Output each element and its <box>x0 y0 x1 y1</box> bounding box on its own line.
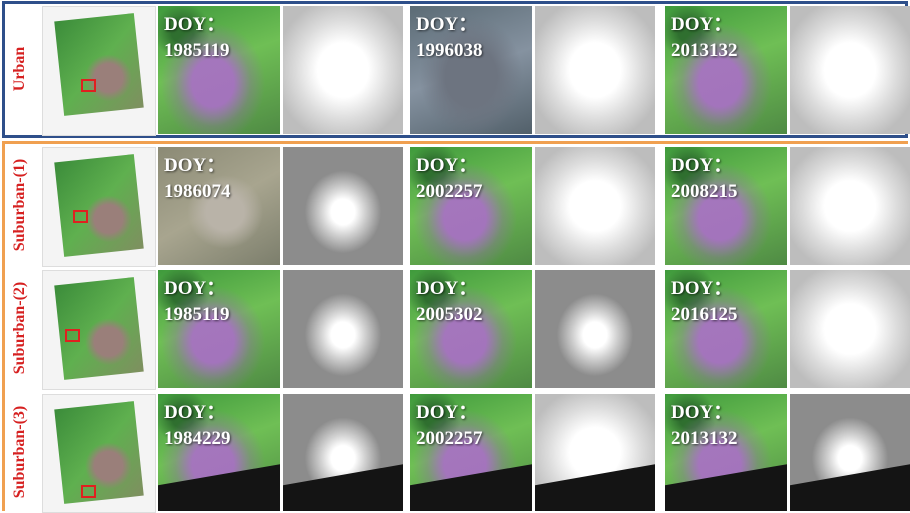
doy-label: DOY： 2013132 <box>671 12 738 64</box>
doy-label: DOY： 2008215 <box>671 153 738 205</box>
doy-prefix: DOY： <box>416 278 478 299</box>
row-label: Suburban-(1) <box>11 158 28 252</box>
overview-map <box>42 147 156 267</box>
doy-label: DOY： 1996038 <box>416 12 483 64</box>
color-image: DOY： 2013132 <box>665 6 787 134</box>
suburban-frame <box>2 141 908 511</box>
doy-label: DOY： 2013132 <box>671 400 738 452</box>
classification-map <box>283 270 403 388</box>
roi-box <box>65 329 80 342</box>
classification-map <box>790 394 910 511</box>
doy-prefix: DOY： <box>671 14 733 35</box>
doy-date: 2013132 <box>671 428 738 449</box>
doy-prefix: DOY： <box>164 402 226 423</box>
color-image: DOY： 2002257 <box>410 394 532 511</box>
doy-prefix: DOY： <box>164 155 226 176</box>
color-image: DOY： 2002257 <box>410 147 532 265</box>
color-image: DOY： 2008215 <box>665 147 787 265</box>
color-image: DOY： 1986074 <box>158 147 280 265</box>
doy-prefix: DOY： <box>671 155 733 176</box>
doy-date: 1996038 <box>416 40 483 61</box>
doy-label: DOY： 1984229 <box>164 400 231 452</box>
color-image: DOY： 2016125 <box>665 270 787 388</box>
row-label: Urban <box>11 46 28 92</box>
doy-date: 2013132 <box>671 40 738 61</box>
row-label: Suburban-(3) <box>11 405 28 498</box>
classification-map <box>790 147 910 265</box>
doy-date: 2005302 <box>416 304 483 325</box>
color-image: DOY： 2005302 <box>410 270 532 388</box>
roi-box <box>81 485 96 498</box>
doy-prefix: DOY： <box>671 402 733 423</box>
overview-scene <box>54 401 144 504</box>
color-image: DOY： 1985119 <box>158 6 280 134</box>
doy-label: DOY： 1985119 <box>164 12 229 64</box>
overview-scene <box>54 13 144 116</box>
overview-map <box>42 270 156 390</box>
doy-label: DOY： 1985119 <box>164 276 229 328</box>
color-image: DOY： 2013132 <box>665 394 787 511</box>
doy-prefix: DOY： <box>416 402 478 423</box>
doy-date: 1984229 <box>164 428 231 449</box>
doy-label: DOY： 2016125 <box>671 276 738 328</box>
color-image: DOY： 1985119 <box>158 270 280 388</box>
doy-label: DOY： 1986074 <box>164 153 231 205</box>
classification-map <box>283 147 403 265</box>
doy-date: 2008215 <box>671 181 738 202</box>
doy-date: 1985119 <box>164 304 230 325</box>
doy-date: 2002257 <box>416 181 483 202</box>
doy-date: 2016125 <box>671 304 738 325</box>
doy-date: 2002257 <box>416 428 483 449</box>
doy-date: 1986074 <box>164 181 231 202</box>
color-image: DOY： 1996038 <box>410 6 532 134</box>
roi-box <box>73 210 88 223</box>
classification-map <box>790 270 910 388</box>
classification-map <box>790 6 910 134</box>
classification-map <box>535 270 655 388</box>
overview-map <box>42 394 156 513</box>
doy-prefix: DOY： <box>671 278 733 299</box>
roi-box <box>81 79 96 92</box>
doy-date: 1985119 <box>164 40 230 61</box>
classification-map <box>283 6 403 134</box>
classification-map <box>535 6 655 134</box>
classification-map <box>535 147 655 265</box>
doy-label: DOY： 2005302 <box>416 276 483 328</box>
doy-prefix: DOY： <box>416 14 478 35</box>
classification-map <box>283 394 403 511</box>
overview-map <box>42 6 156 136</box>
color-image: DOY： 1984229 <box>158 394 280 511</box>
doy-label: DOY： 2002257 <box>416 153 483 205</box>
row-label: Suburban-(2) <box>11 281 28 375</box>
doy-label: DOY： 2002257 <box>416 400 483 452</box>
overview-scene <box>54 154 144 257</box>
doy-prefix: DOY： <box>416 155 478 176</box>
doy-prefix: DOY： <box>164 278 226 299</box>
doy-prefix: DOY： <box>164 14 226 35</box>
classification-map <box>535 394 655 511</box>
